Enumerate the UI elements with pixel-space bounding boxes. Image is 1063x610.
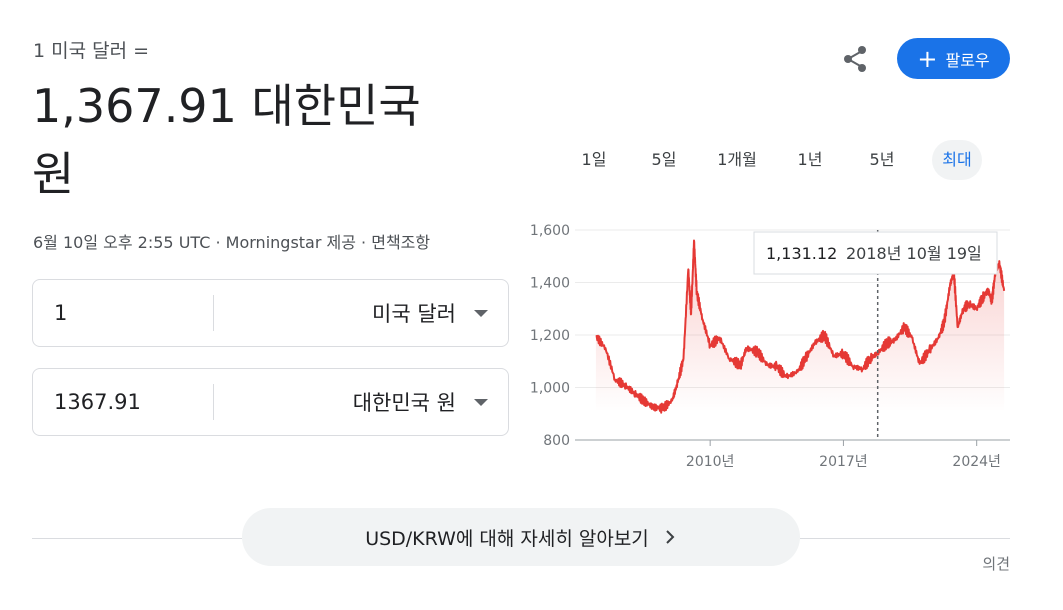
to-currency-select[interactable]: 대한민국 원 [352, 391, 456, 415]
source-disclaimer: 6월 10일 오후 2:55 UTC · Morningstar 제공 · 면책… [33, 233, 431, 252]
x-tick-label: 2010년 [686, 454, 735, 470]
y-tick-label: 800 [543, 433, 570, 449]
to-currency-row: 1367.91 대한민국 원 [32, 368, 509, 436]
chevron-right-icon [666, 530, 675, 544]
share-icon [844, 46, 866, 72]
follow-label: 팔로우 [945, 50, 990, 70]
tab-range-1m[interactable]: 1개월 [717, 150, 757, 169]
y-tick-label: 1,200 [530, 328, 570, 344]
conversion-result-line1: 1,367.91 대한민국 [32, 79, 421, 133]
chevron-down-icon[interactable] [474, 398, 488, 406]
plus-icon: + [917, 44, 938, 73]
tab-range-max[interactable]: 최대 [932, 140, 982, 180]
conversion-subtitle: 1 미국 달러 = [33, 40, 150, 62]
y-tick-label: 1,400 [530, 276, 570, 292]
divider-right [800, 538, 1010, 539]
input-divider [213, 384, 214, 420]
input-divider [213, 295, 214, 331]
from-currency-select[interactable]: 미국 달러 [372, 302, 456, 326]
tab-range-5y[interactable]: 5년 [869, 150, 895, 169]
y-tick-label: 1,000 [530, 381, 570, 397]
learn-more-label: USD/KRW에 대해 자세히 알아보기 [365, 527, 649, 550]
from-amount-input[interactable]: 1 [54, 301, 68, 325]
chart-area-fill [595, 240, 1005, 413]
follow-button[interactable]: + 팔로우 [897, 38, 1010, 79]
tab-range-1d[interactable]: 1일 [581, 150, 607, 169]
conversion-result-line2: 원 [32, 147, 75, 201]
time-range-tabs: 1일 5일 1개월 1년 5년 최대 [560, 140, 1000, 180]
to-amount-input[interactable]: 1367.91 [54, 390, 141, 414]
divider-left [32, 538, 242, 539]
y-tick-label: 1,600 [530, 223, 570, 239]
tooltip-date: 2018년 10월 19일 [846, 244, 982, 263]
share-button[interactable] [838, 42, 872, 76]
feedback-link[interactable]: 의견 [982, 555, 1010, 573]
tab-range-1y[interactable]: 1년 [797, 150, 823, 169]
chart-series-line [595, 239, 1006, 414]
tooltip-value: 1,131.12 [766, 244, 837, 263]
tab-range-5d[interactable]: 5일 [651, 150, 677, 169]
learn-more-button[interactable]: USD/KRW에 대해 자세히 알아보기 [242, 508, 800, 566]
chart-tooltip: 1,131.12 2018년 10월 19일 [753, 231, 998, 275]
conversion-result: 1,367.91 대한민국 원 [32, 72, 502, 208]
x-tick-label: 2017년 [819, 454, 868, 470]
x-tick-label: 2024년 [952, 454, 1001, 470]
from-currency-row: 1 미국 달러 [32, 279, 509, 347]
chevron-down-icon[interactable] [474, 309, 488, 317]
